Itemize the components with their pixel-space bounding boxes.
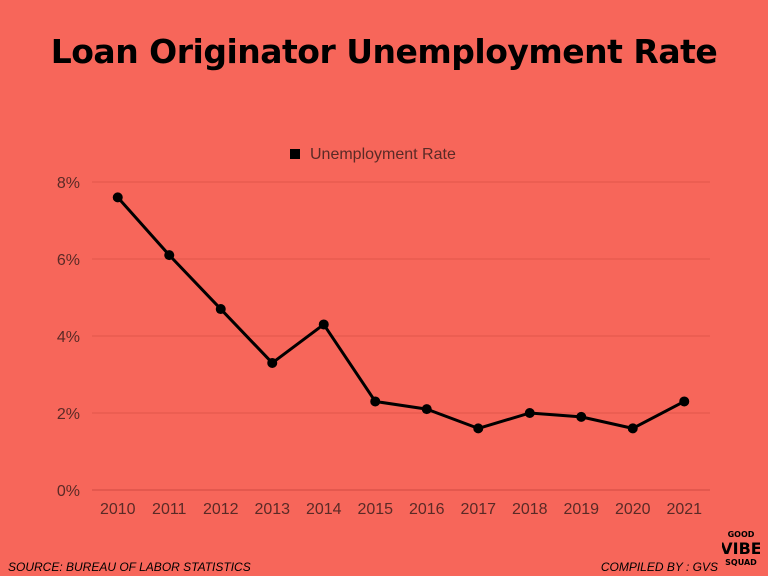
data-point xyxy=(576,411,587,422)
series-line xyxy=(116,196,685,430)
data-point xyxy=(370,396,381,407)
y-axis-ticks: 0% 2% 4% 6% 8% xyxy=(57,175,80,500)
data-point xyxy=(627,423,638,434)
data-point xyxy=(215,304,226,315)
chart-title: Loan Originator Unemployment Rate xyxy=(50,32,718,71)
svg-text:SQUAD: SQUAD xyxy=(725,558,757,567)
x-tick-label: 2015 xyxy=(357,501,393,518)
x-tick-label: 2010 xyxy=(100,501,136,518)
series-unemployment-rate xyxy=(112,192,690,434)
legend-marker xyxy=(290,149,300,159)
y-tick-label: 0% xyxy=(57,483,80,500)
legend-label: Unemployment Rate xyxy=(310,146,456,163)
x-tick-label: 2019 xyxy=(563,501,599,518)
y-tick-label: 4% xyxy=(57,329,80,346)
x-tick-label: 2020 xyxy=(615,501,651,518)
grid xyxy=(92,181,710,491)
compiled-by-note: COMPILED BY : GVS xyxy=(600,560,718,574)
data-point xyxy=(267,357,278,368)
y-tick-label: 8% xyxy=(57,175,80,192)
x-tick-label: 2014 xyxy=(306,501,342,518)
data-point xyxy=(524,408,535,418)
data-point xyxy=(164,250,175,261)
x-tick-label: 2021 xyxy=(666,501,702,518)
source-note: SOURCE: BUREAU OF LABOR STATISTICS xyxy=(8,560,251,574)
legend: Unemployment Rate xyxy=(290,146,456,163)
data-point xyxy=(473,423,484,434)
data-point xyxy=(679,396,690,407)
data-point xyxy=(421,404,432,415)
x-tick-label: 2012 xyxy=(203,501,239,518)
data-point xyxy=(318,319,329,330)
x-tick-label: 2013 xyxy=(254,501,290,518)
x-tick-label: 2011 xyxy=(152,501,187,518)
y-tick-label: 2% xyxy=(57,406,80,423)
data-point xyxy=(112,192,123,203)
x-tick-label: 2017 xyxy=(460,501,496,518)
svg-text:VIBE: VIBE xyxy=(722,539,760,558)
x-tick-label: 2018 xyxy=(512,501,548,518)
y-tick-label: 6% xyxy=(57,252,80,269)
svg-text:GOOD: GOOD xyxy=(728,530,755,539)
x-axis-ticks: 2010 2011 2012 2013 2014 2015 2016 2017 2018 2019… xyxy=(100,501,702,518)
x-tick-label: 2016 xyxy=(409,501,445,518)
good-vibe-squad-logo: GOOD VIBE SQUAD xyxy=(722,530,760,567)
